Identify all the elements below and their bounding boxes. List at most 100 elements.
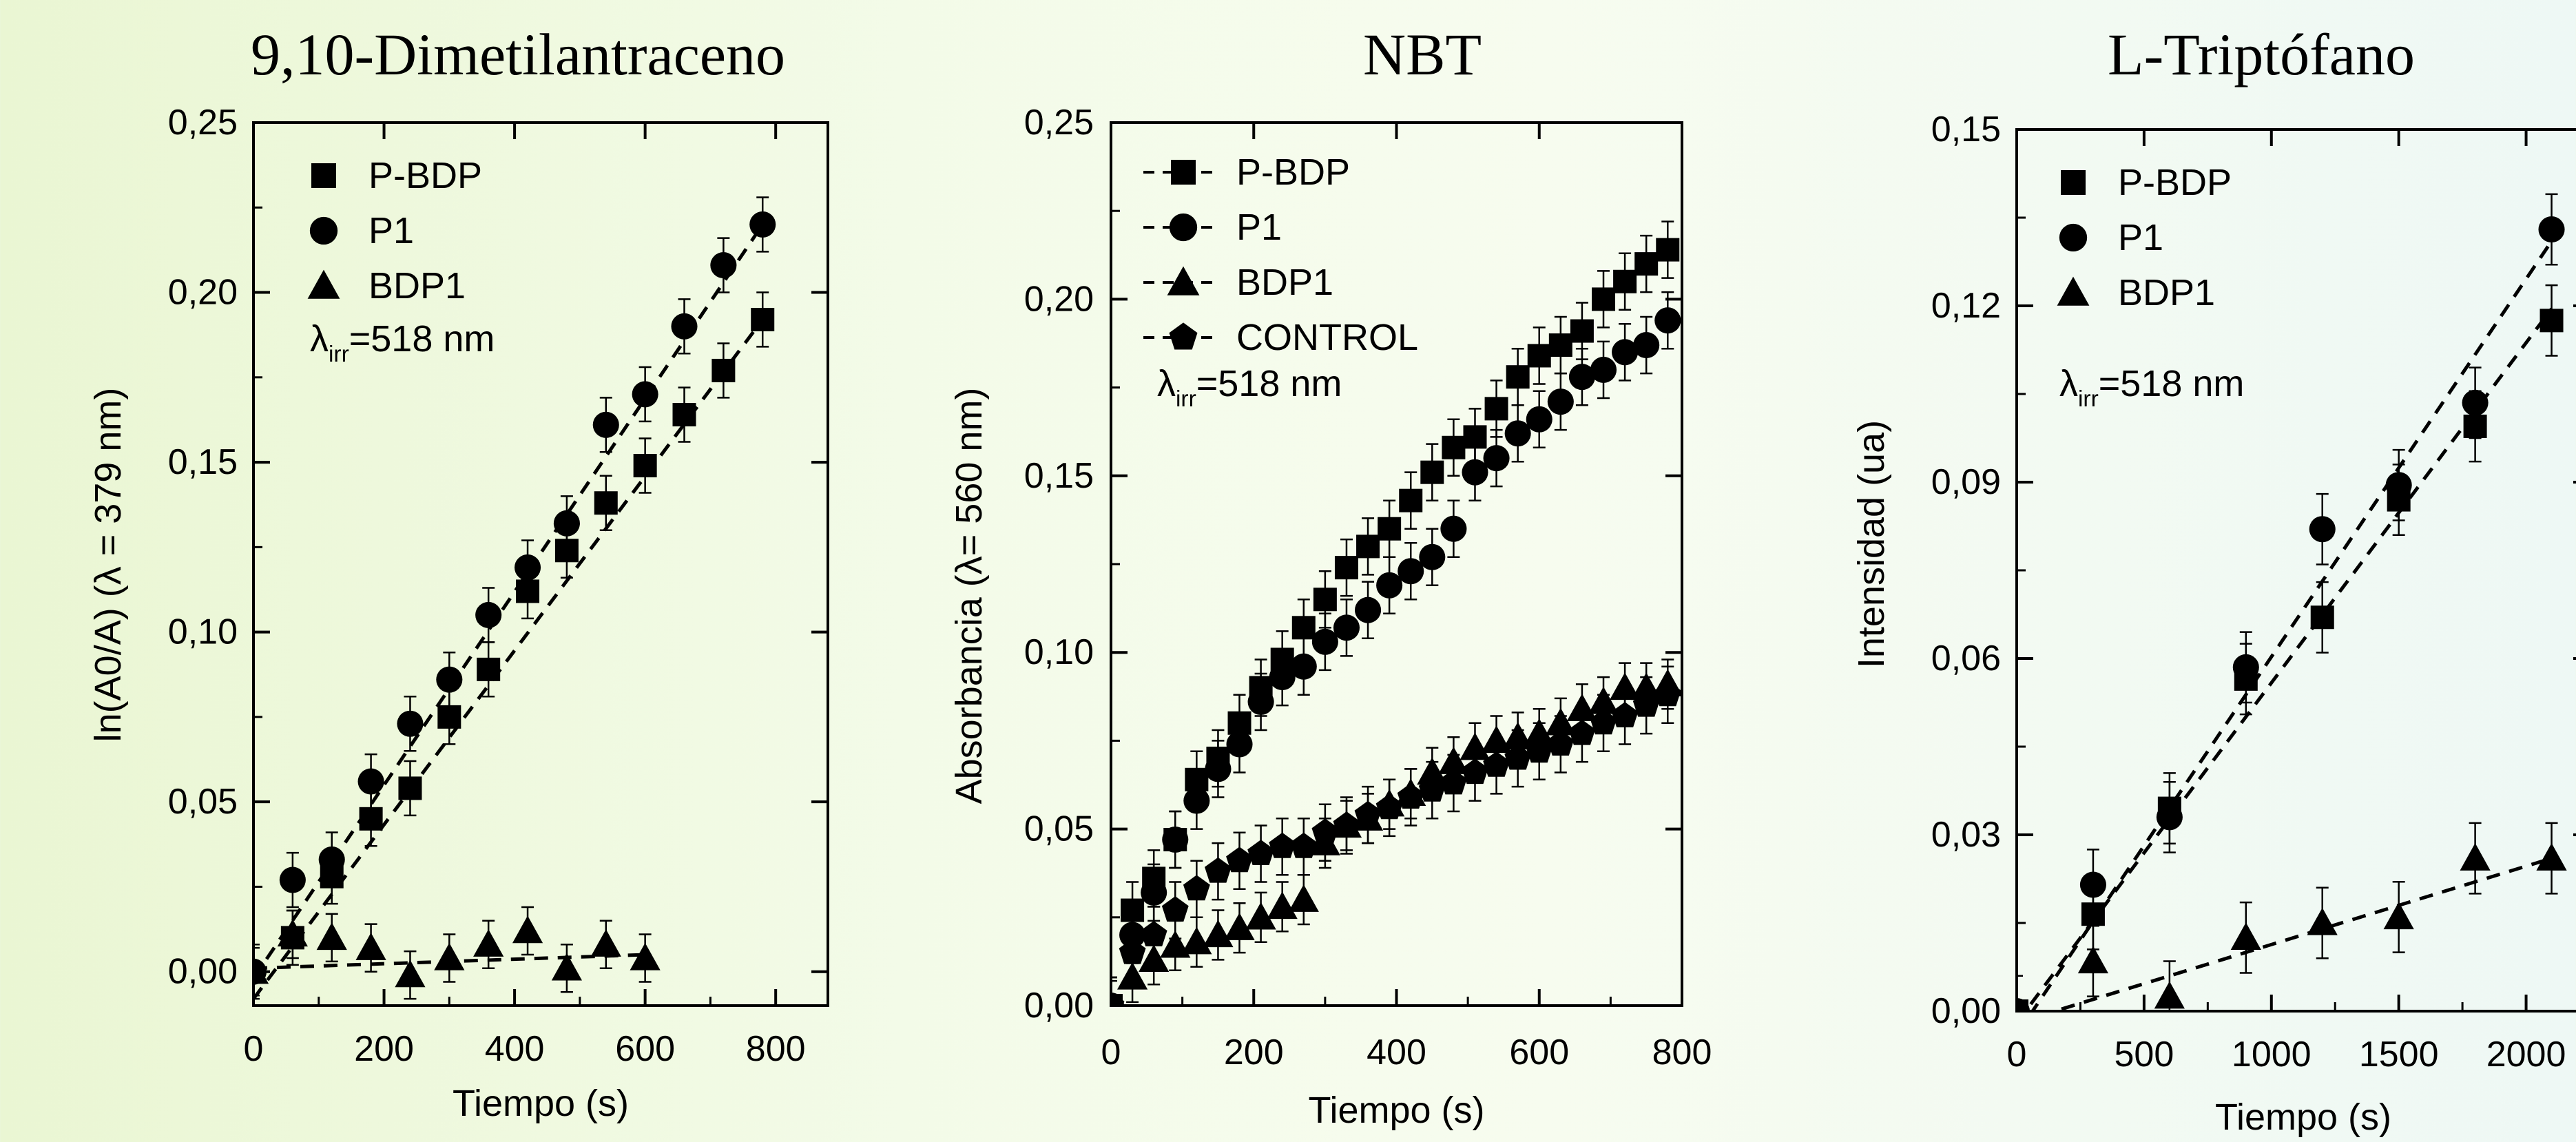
data-point xyxy=(2077,946,2109,974)
x-tick-label: 200 xyxy=(1224,1032,1284,1072)
data-point xyxy=(1568,719,1596,745)
data-point xyxy=(1356,534,1380,559)
data-point xyxy=(1548,333,1572,357)
data-point xyxy=(1313,588,1337,612)
data-point xyxy=(515,554,541,581)
y-tick-label: 0,00 xyxy=(168,952,238,992)
y-tick-label: 0,15 xyxy=(1931,110,2001,149)
data-point xyxy=(1483,445,1510,472)
data-point xyxy=(1226,847,1253,873)
data-point xyxy=(2307,907,2338,935)
legend-label: BDP1 xyxy=(1236,262,1333,303)
data-point xyxy=(1376,572,1403,599)
y-tick-label: 0,00 xyxy=(1024,986,1094,1026)
data-point xyxy=(1419,543,1446,570)
data-point xyxy=(1633,332,1660,359)
data-point xyxy=(633,454,657,478)
data-point xyxy=(1613,269,1637,293)
data-point xyxy=(1333,811,1360,837)
data-point xyxy=(357,768,384,795)
chart-panel: L-Triptófano 0,00 0,03 0,06 0,09 0,12 0,15 0 500… xyxy=(1851,21,2576,1138)
data-point xyxy=(2462,389,2489,416)
series-control xyxy=(1111,665,1681,1006)
data-point xyxy=(1570,319,1594,343)
data-point xyxy=(1269,664,1296,691)
y-tick-label: 0,00 xyxy=(1931,991,2001,1031)
x-tick-label: 1500 xyxy=(2359,1035,2439,1074)
series-p1 xyxy=(1111,291,1681,1006)
data-point xyxy=(1654,681,1681,707)
x-axis-label: Tiempo (s) xyxy=(1308,1090,1484,1131)
chart-panel: NBT 0,00 0,05 0,10 0,15 0,20 0,25 0 200 400 600 800… xyxy=(948,21,1712,1131)
legend: P-BDP P1 BDP1 CONTROL xyxy=(1143,152,1418,358)
chart-panel: 9,10-Dimetilantraceno 0,00 0,05 0,10 0,15 0,2… xyxy=(87,21,829,1124)
data-point xyxy=(1354,800,1382,827)
annotation-lambda: λirr=518 nm xyxy=(1157,363,1342,412)
data-point xyxy=(1290,653,1317,680)
data-point xyxy=(436,666,463,693)
data-point xyxy=(1245,902,1276,930)
plot-frame xyxy=(252,121,829,1007)
legend-marker xyxy=(311,163,336,188)
data-point xyxy=(1247,688,1274,716)
chart-title: NBT xyxy=(1363,21,1482,87)
data-point xyxy=(2310,605,2334,630)
data-point xyxy=(1656,238,1680,262)
data-point xyxy=(1592,287,1616,311)
data-point xyxy=(630,942,661,970)
fit-line xyxy=(2023,307,2553,1011)
data-point xyxy=(473,929,504,957)
data-point xyxy=(671,313,698,340)
plot-area xyxy=(253,196,776,1000)
data-point xyxy=(711,358,736,382)
legend-marker xyxy=(307,269,340,299)
data-point xyxy=(632,381,658,408)
data-point xyxy=(1398,558,1424,585)
data-point xyxy=(2536,843,2567,871)
data-point xyxy=(1378,517,1402,541)
y-tick-label: 0,25 xyxy=(1024,103,1094,143)
legend-label: P-BDP xyxy=(1236,152,1350,193)
data-point xyxy=(1334,556,1358,580)
data-point xyxy=(1611,702,1639,727)
legend-label: CONTROL xyxy=(1236,317,1418,358)
x-tick-label: 0 xyxy=(244,1029,264,1069)
data-point xyxy=(279,866,306,893)
data-point xyxy=(434,942,465,970)
data-point xyxy=(1654,307,1681,334)
legend-label: P-BDP xyxy=(2118,162,2232,203)
data-point xyxy=(1462,459,1488,486)
data-point xyxy=(749,211,776,238)
data-point xyxy=(253,956,269,984)
data-point xyxy=(1311,818,1339,844)
data-point xyxy=(1160,930,1191,958)
data-point xyxy=(1290,832,1318,858)
data-point xyxy=(1291,616,1316,640)
x-tick-label: 800 xyxy=(1652,1032,1712,1072)
data-point xyxy=(359,807,383,831)
series-p1 xyxy=(253,196,776,1000)
data-point xyxy=(1547,388,1574,415)
y-tick-label: 0,10 xyxy=(168,612,238,652)
y-tick-label: 0,06 xyxy=(1931,639,2001,678)
data-point xyxy=(1504,744,1532,770)
x-axis-label: Tiempo (s) xyxy=(453,1083,629,1124)
data-point xyxy=(2079,871,2106,898)
plot-area xyxy=(1111,220,1682,1006)
data-point xyxy=(1590,356,1617,384)
data-point xyxy=(1141,879,1167,906)
data-point xyxy=(1333,614,1360,641)
data-point xyxy=(1440,515,1467,542)
y-tick-label: 0,15 xyxy=(168,442,238,482)
data-point xyxy=(318,846,345,873)
data-point xyxy=(1311,628,1338,655)
data-point xyxy=(1267,891,1298,920)
data-point xyxy=(751,307,775,331)
data-point xyxy=(2538,216,2565,243)
data-point xyxy=(2230,922,2261,951)
y-axis-label: Absorbancia (λ= 560 nm) xyxy=(948,388,990,804)
data-point xyxy=(1140,921,1167,946)
data-point xyxy=(1161,896,1189,922)
data-point xyxy=(1399,488,1423,512)
legend-marker xyxy=(2059,223,2088,252)
